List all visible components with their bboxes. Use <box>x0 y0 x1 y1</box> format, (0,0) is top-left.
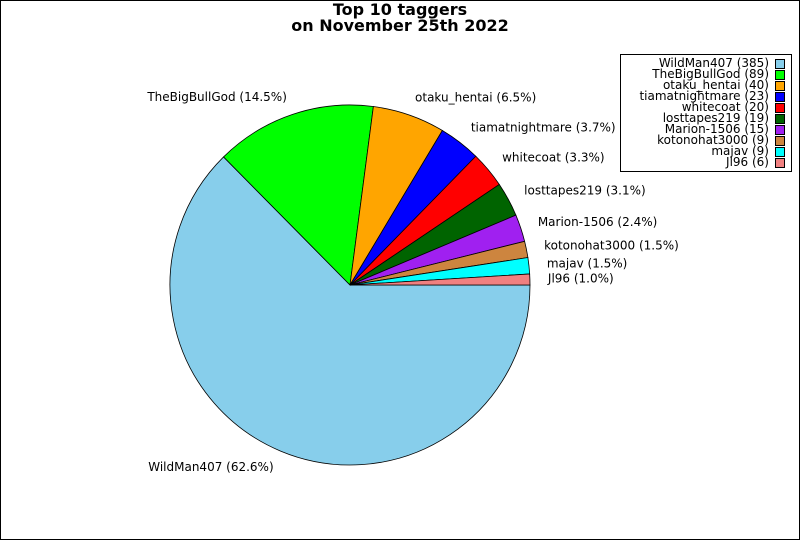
legend-swatch <box>775 157 785 168</box>
legend-item-otaku-hentai: otaku_hentai (40) <box>621 78 785 92</box>
legend-item-majav: majav (9) <box>621 144 785 158</box>
legend-swatch <box>775 124 785 135</box>
slice-label-majav: majav (1.5%) <box>547 256 628 270</box>
legend-swatch <box>775 146 785 157</box>
legend-swatch <box>775 80 785 91</box>
slice-label-whitecoat: whitecoat (3.3%) <box>502 151 605 165</box>
legend-label: otaku_hentai (40) <box>662 78 769 92</box>
legend-label: losttapes219 (19) <box>662 111 769 125</box>
legend-swatch <box>775 58 785 69</box>
legend-item-kotonohat3000: kotonohat3000 (9) <box>621 133 785 147</box>
slice-label-kotonohat3000: kotonohat3000 (1.5%) <box>544 238 679 252</box>
slice-label-losttapes219: losttapes219 (3.1%) <box>524 183 646 197</box>
legend-item-wildman407: WildMan407 (385) <box>621 56 785 70</box>
slice-label-jl96: Jl96 (1.0%) <box>547 271 614 285</box>
chart-title-line-1: Top 10 taggers <box>332 0 468 19</box>
legend-item-tiamatnightmare: tiamatnightmare (23) <box>621 89 785 103</box>
legend-label: tiamatnightmare (23) <box>639 89 769 103</box>
slice-label-wildman407: WildMan407 (62.6%) <box>148 460 273 474</box>
legend-item-thebigbullgod: TheBigBullGod (89) <box>621 67 785 81</box>
pie-slice-jl96 <box>349 273 531 286</box>
slice-label-tiamatnightmare: tiamatnightmare (3.7%) <box>471 121 616 135</box>
legend-label: Jl96 (6) <box>726 155 769 169</box>
slice-label-otaku-hentai: otaku_hentai (6.5%) <box>415 90 536 104</box>
slice-label-marion-1506: Marion-1506 (2.4%) <box>538 215 657 229</box>
legend-label: kotonohat3000 (9) <box>657 133 769 147</box>
pie-slice-wildman407 <box>169 156 531 466</box>
legend-label: whitecoat (20) <box>681 100 769 114</box>
legend-label: WildMan407 (385) <box>658 56 769 70</box>
legend-label: TheBigBullGod (89) <box>652 67 769 81</box>
chart-legend: WildMan407 (385) TheBigBullGod (89) otaku_… <box>620 54 792 172</box>
legend-label: Marion-1506 (15) <box>664 122 769 136</box>
legend-swatch <box>775 113 785 124</box>
slice-label-thebigbullgod: TheBigBullGod (14.5%) <box>146 90 287 104</box>
legend-label: majav (9) <box>711 144 769 158</box>
legend-swatch <box>775 91 785 102</box>
pie-slice-thebigbullgod <box>222 104 374 286</box>
legend-swatch <box>775 135 785 146</box>
legend-swatch <box>775 102 785 113</box>
legend-item-marion-1506: Marion-1506 (15) <box>621 122 785 136</box>
legend-item-jl96: Jl96 (6) <box>621 155 785 169</box>
legend-item-losttapes219: losttapes219 (19) <box>621 111 785 125</box>
chart-title-line-2: on November 25th 2022 <box>291 16 509 35</box>
legend-item-whitecoat: whitecoat (20) <box>621 100 785 114</box>
chart-title: Top 10 taggers on November 25th 2022 <box>0 2 800 34</box>
legend-swatch <box>775 69 785 80</box>
